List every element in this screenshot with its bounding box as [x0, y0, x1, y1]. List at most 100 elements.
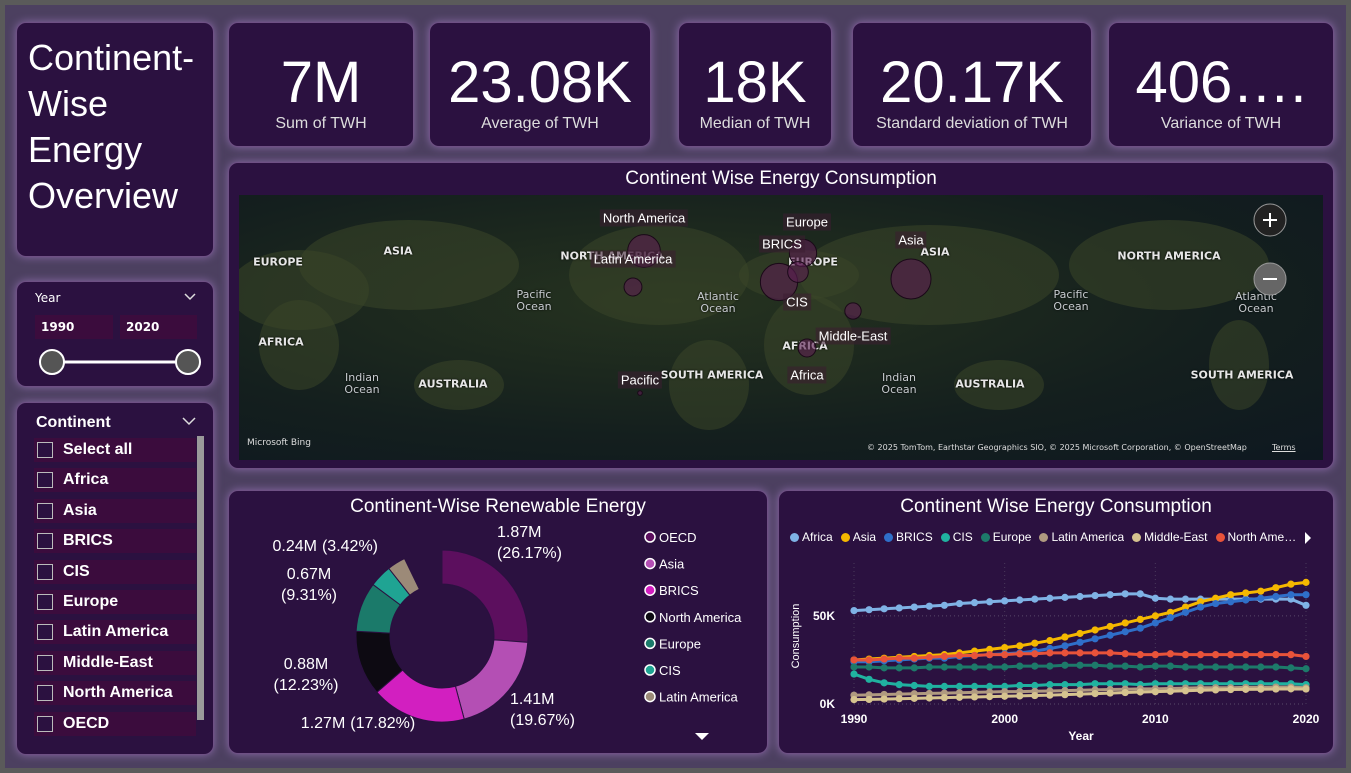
data-point[interactable] [1106, 649, 1114, 657]
legend-item[interactable]: Europe [980, 530, 1031, 544]
data-point[interactable] [880, 655, 888, 663]
data-point[interactable] [1031, 595, 1039, 603]
data-point[interactable] [865, 606, 873, 614]
data-point[interactable] [986, 663, 994, 671]
legend-label[interactable]: North America [659, 610, 742, 625]
data-point[interactable] [1121, 650, 1129, 658]
data-point[interactable] [1136, 663, 1144, 671]
bubble[interactable] [623, 277, 643, 297]
data-point[interactable] [1076, 649, 1084, 657]
data-point[interactable] [1106, 689, 1114, 697]
data-point[interactable] [940, 682, 948, 690]
legend-label[interactable]: Asia [659, 557, 685, 572]
data-point[interactable] [1136, 688, 1144, 696]
data-point[interactable] [1061, 691, 1069, 699]
data-point[interactable] [925, 682, 933, 690]
data-point[interactable] [1181, 595, 1190, 603]
data-point[interactable] [1046, 594, 1054, 602]
data-point[interactable] [850, 663, 858, 671]
zoom-out[interactable] [1253, 262, 1287, 296]
data-point[interactable] [850, 695, 858, 704]
data-point[interactable] [1001, 651, 1009, 659]
legend-item[interactable]: BRICS [884, 530, 933, 544]
legend-label[interactable]: Latin America [659, 690, 739, 705]
checkbox[interactable] [37, 594, 53, 610]
data-point[interactable] [1212, 686, 1220, 694]
slicer-item[interactable]: BRICS [34, 529, 196, 554]
data-point[interactable] [1001, 692, 1009, 700]
data-point[interactable] [895, 604, 903, 612]
data-point[interactable] [880, 605, 888, 613]
data-point[interactable] [986, 682, 994, 690]
slider-handle[interactable] [175, 349, 201, 375]
data-point[interactable] [910, 664, 918, 672]
data-point[interactable] [1287, 664, 1295, 672]
bubble[interactable] [797, 338, 817, 358]
data-point[interactable] [1031, 650, 1039, 658]
data-point[interactable] [1181, 651, 1190, 659]
start-input[interactable]: 1990 [35, 315, 113, 339]
data-point[interactable] [1091, 649, 1099, 657]
data-point[interactable] [1166, 662, 1174, 670]
data-point[interactable] [1151, 662, 1159, 670]
data-point[interactable] [1046, 662, 1054, 670]
data-point[interactable] [1212, 594, 1220, 602]
data-point[interactable] [1136, 624, 1144, 632]
data-point[interactable] [850, 670, 858, 678]
data-point[interactable] [1257, 685, 1265, 693]
data-point[interactable] [1212, 663, 1220, 671]
data-point[interactable] [940, 694, 948, 702]
data-point[interactable] [1121, 688, 1129, 697]
data-point[interactable] [955, 599, 964, 608]
data-point[interactable] [1001, 663, 1009, 671]
data-point[interactable] [850, 606, 858, 615]
data-point[interactable] [1227, 651, 1235, 659]
bubble[interactable] [844, 302, 862, 320]
bubble[interactable] [787, 261, 809, 283]
data-point[interactable] [1196, 598, 1205, 606]
data-point[interactable] [1031, 681, 1039, 690]
checkbox[interactable] [37, 472, 53, 489]
data-point[interactable] [1061, 593, 1069, 601]
data-point[interactable] [970, 651, 979, 660]
checkbox[interactable] [37, 624, 53, 641]
data-point[interactable] [1076, 638, 1084, 646]
data-point[interactable] [1001, 597, 1009, 605]
data-point[interactable] [1151, 688, 1159, 696]
data-point[interactable] [1046, 649, 1054, 657]
slicer-item[interactable]: CIS [34, 559, 196, 584]
slicer-item[interactable]: OECD [34, 711, 196, 736]
bubble[interactable] [637, 390, 643, 396]
data-point[interactable] [1166, 595, 1174, 603]
data-point[interactable] [1302, 591, 1310, 599]
data-point[interactable] [1181, 603, 1190, 611]
data-point[interactable] [1242, 663, 1250, 671]
slicer-item[interactable]: Middle-East [34, 650, 196, 675]
data-point[interactable] [1106, 631, 1114, 639]
legend-item[interactable]: North America [1215, 530, 1300, 544]
legend-item[interactable]: CIS [940, 530, 973, 544]
data-point[interactable] [1227, 591, 1235, 599]
data-point[interactable] [1046, 691, 1054, 699]
data-point[interactable] [1212, 599, 1220, 608]
data-point[interactable] [1166, 608, 1174, 616]
data-point[interactable] [1302, 578, 1310, 586]
data-point[interactable] [880, 695, 888, 703]
data-point[interactable] [1016, 692, 1024, 700]
data-point[interactable] [880, 679, 888, 687]
zoom-in[interactable] [1253, 203, 1287, 237]
data-point[interactable] [1091, 690, 1099, 698]
data-point[interactable] [1287, 685, 1295, 693]
data-point[interactable] [970, 599, 979, 607]
data-point[interactable] [1061, 633, 1069, 641]
data-point[interactable] [1272, 592, 1280, 601]
data-point[interactable] [1076, 661, 1084, 669]
data-point[interactable] [1242, 651, 1250, 659]
data-point[interactable] [1121, 628, 1129, 636]
slider-handle[interactable] [39, 349, 65, 375]
data-point[interactable] [1016, 650, 1024, 658]
data-point[interactable] [1091, 626, 1099, 634]
data-point[interactable] [940, 601, 948, 609]
data-point[interactable] [955, 651, 964, 660]
data-point[interactable] [1257, 663, 1265, 671]
